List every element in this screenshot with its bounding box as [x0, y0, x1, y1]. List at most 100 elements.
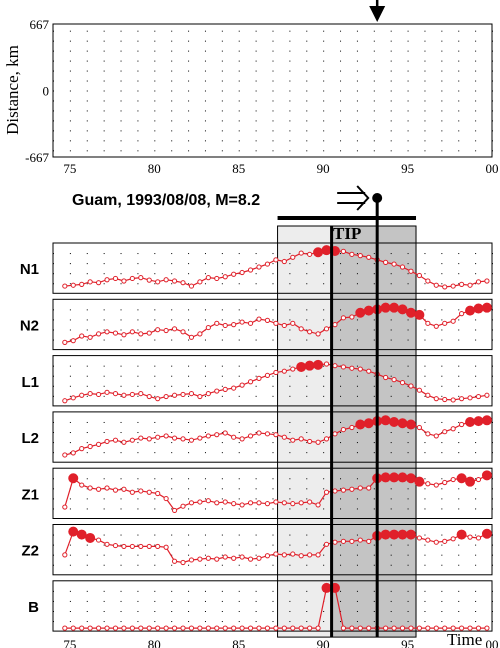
series-point-filled — [313, 359, 324, 370]
series-point — [408, 383, 414, 389]
series-point — [323, 489, 330, 495]
grid-dot — [171, 140, 173, 142]
grid-dot — [238, 90, 240, 92]
grid-dot — [154, 432, 156, 434]
grid-dot — [272, 263, 274, 265]
grid-dot — [289, 610, 291, 612]
grid-dot — [272, 60, 274, 62]
grid-dot — [238, 590, 240, 592]
series-point-filled — [380, 529, 391, 540]
grid-dot — [289, 488, 291, 490]
tip-window — [331, 226, 417, 638]
grid-dot — [188, 564, 190, 566]
grid-dot — [154, 478, 156, 480]
series-point — [121, 392, 127, 398]
grid-dot — [238, 508, 240, 510]
grid-dot — [120, 621, 122, 623]
grid-dot — [492, 130, 493, 132]
grid-dot — [221, 554, 223, 556]
series-point — [205, 390, 211, 397]
grid-dot — [171, 375, 173, 377]
series-point — [146, 393, 152, 400]
series-point — [273, 369, 279, 376]
grid-dot — [441, 564, 443, 566]
series-point — [205, 555, 211, 561]
series-point — [104, 485, 110, 491]
grid-dot — [154, 385, 156, 387]
grid-dot — [204, 309, 206, 311]
grid-dot — [171, 590, 173, 592]
grid-dot — [86, 140, 88, 142]
grid-dot — [171, 273, 173, 275]
grid-dot — [272, 40, 274, 42]
series-point — [247, 556, 254, 562]
grid-dot — [458, 590, 460, 592]
grid-dot — [272, 339, 274, 341]
grid-dot — [53, 339, 54, 341]
grid-dot — [171, 309, 173, 311]
grid-dot — [137, 395, 139, 397]
series-point — [95, 486, 102, 492]
series-point — [459, 281, 465, 287]
grid-dot — [407, 253, 409, 255]
series-point — [188, 625, 195, 631]
grid-dot — [53, 432, 54, 434]
grid-dot — [255, 70, 257, 72]
grid-dot — [272, 564, 274, 566]
grid-dot — [458, 60, 460, 62]
grid-dot — [424, 375, 426, 377]
grid-dot — [340, 100, 342, 102]
grid-dot — [86, 385, 88, 387]
grid-dot — [171, 283, 173, 285]
grid-dot — [289, 339, 291, 341]
grid-dot — [204, 478, 206, 480]
series-point — [129, 275, 135, 282]
grid-dot — [340, 554, 342, 556]
grid-dot — [53, 478, 54, 480]
series-point — [315, 439, 321, 445]
series-point — [171, 435, 178, 441]
grid-dot — [306, 140, 308, 142]
grid-dot — [340, 339, 342, 341]
grid-dot — [120, 395, 122, 397]
grid-dot — [238, 564, 240, 566]
event-label: Guam, 1993/08/08, M=8.2 — [72, 192, 260, 209]
series-point — [180, 503, 186, 509]
grid-dot — [492, 385, 493, 387]
grid-dot — [120, 150, 122, 152]
grid-dot — [103, 478, 105, 480]
grid-dot — [492, 621, 493, 623]
series-point-filled — [414, 476, 425, 487]
grid-dot — [390, 100, 392, 102]
series-point — [307, 251, 313, 257]
grid-dot — [289, 478, 291, 480]
grid-dot — [407, 600, 409, 602]
series-point — [290, 366, 296, 372]
grid-dot — [154, 253, 156, 255]
grid-dot — [69, 120, 71, 122]
grid-dot — [171, 90, 173, 92]
grid-dot — [120, 60, 122, 62]
grid-dot — [458, 319, 460, 321]
grid-dot — [86, 554, 88, 556]
grid-dot — [53, 130, 54, 132]
grid-dot — [272, 478, 274, 480]
grid-dot — [373, 498, 375, 500]
grid-dot — [356, 564, 358, 566]
grid-dot — [424, 395, 426, 397]
grid-dot — [171, 442, 173, 444]
grid-dot — [492, 339, 493, 341]
grid-dot — [103, 309, 105, 311]
grid-dot — [458, 40, 460, 42]
grid-dot — [238, 339, 240, 341]
grid-dot — [255, 100, 257, 102]
grid-dot — [171, 621, 173, 623]
grid-dot — [171, 110, 173, 112]
grid-dot — [306, 432, 308, 434]
series-point — [112, 487, 119, 493]
series-point — [264, 261, 271, 267]
grid-dot — [373, 263, 375, 265]
series-point — [188, 390, 195, 397]
grid-dot — [120, 329, 122, 331]
grid-dot — [204, 534, 206, 536]
